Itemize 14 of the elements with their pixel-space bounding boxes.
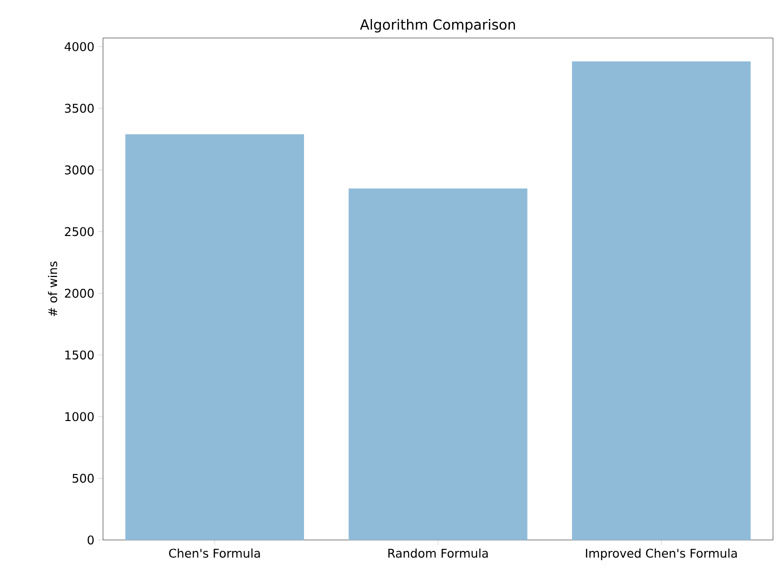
x-tick-label: Improved Chen's Formula (586, 548, 737, 560)
y-tick-label: 2000 (64, 288, 94, 298)
chart-title: Algorithm Comparison (360, 18, 515, 32)
y-axis-title: # of wins (48, 262, 58, 316)
y-tick-label: 3000 (64, 165, 94, 174)
y-tick-label: 500 (72, 474, 94, 483)
y-tick-label: 1500 (65, 350, 94, 360)
y-tick-label: 3500 (64, 104, 94, 113)
x-tick-label: Chen's Formula (169, 548, 260, 558)
y-tick-label: 1000 (65, 412, 94, 422)
y-tick-label: 0 (88, 535, 94, 545)
y-tick-label: 2500 (64, 227, 94, 236)
y-tick-label: 4000 (64, 42, 94, 52)
x-tick-label: Random Formula (388, 548, 488, 558)
